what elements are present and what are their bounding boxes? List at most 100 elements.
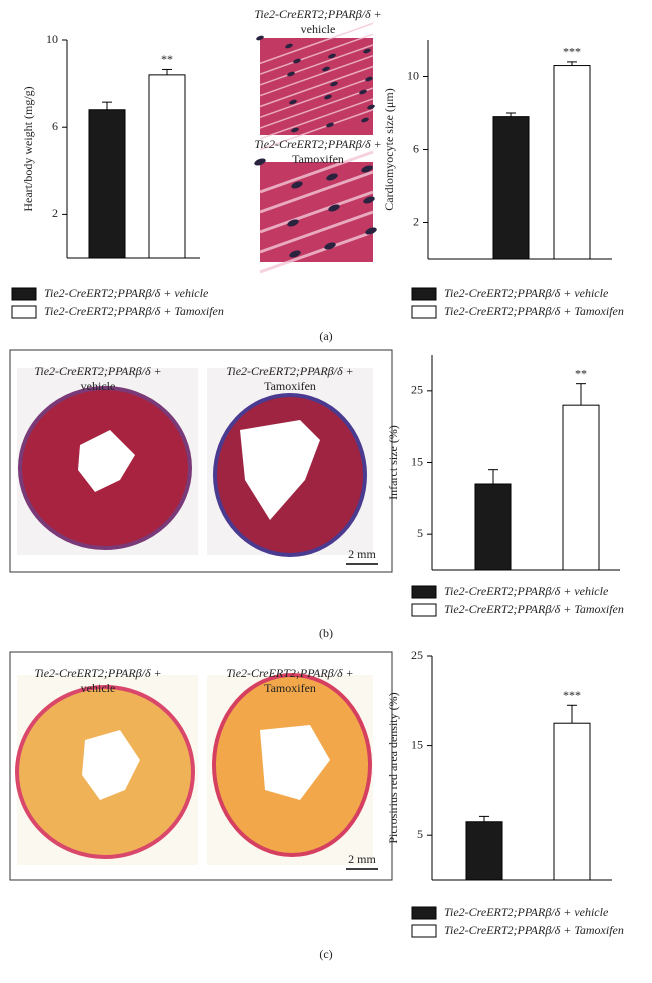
micrograph-nucleus <box>291 127 299 133</box>
bar <box>553 722 591 881</box>
micrograph-fiber <box>259 65 374 108</box>
heart-cavity <box>78 430 135 492</box>
significance: ** <box>161 52 173 66</box>
micrograph-nucleus <box>367 104 375 110</box>
y-axis-label: Infarct size (%) <box>386 425 400 500</box>
bar <box>492 116 530 260</box>
y-tick-label: 25 <box>411 383 423 397</box>
micrograph-fiber <box>259 22 374 65</box>
significance: ** <box>575 366 587 380</box>
image-caption: Tamoxifen <box>292 152 344 166</box>
y-axis-label: Heart/body weight (mg/g) <box>21 86 35 211</box>
legend-label: Tie2-CreERT2;PPARβ/δ + vehicle <box>44 286 209 300</box>
significance: *** <box>563 45 581 59</box>
micrograph-fiber <box>259 150 374 194</box>
micrograph-nucleus <box>256 35 264 41</box>
heart-cavity <box>260 725 330 800</box>
micrograph-nucleus <box>365 227 377 235</box>
panel-box <box>9 651 393 881</box>
micrograph-nucleus <box>326 122 334 128</box>
micrograph-fiber <box>259 87 374 129</box>
micrograph-nucleus <box>324 94 332 100</box>
micrograph-fiber <box>259 98 374 140</box>
image-caption: Tie2-CreERT2;PPARβ/δ + <box>226 666 353 680</box>
bar <box>562 404 600 571</box>
heart-cavity <box>240 420 320 520</box>
micrograph-nucleus <box>293 58 301 64</box>
legend-label: Tie2-CreERT2;PPARβ/δ + Tamoxifen <box>444 923 624 937</box>
micrograph-nucleus <box>254 158 266 166</box>
image-caption: Tamoxifen <box>264 379 316 393</box>
y-tick-label: 5 <box>417 827 423 841</box>
micrograph-nucleus <box>328 204 340 212</box>
micrograph-nucleus <box>363 196 375 204</box>
y-tick-label: 10 <box>407 68 419 82</box>
legend-label: Tie2-CreERT2;PPARβ/δ + vehicle <box>444 905 609 919</box>
micrograph-nucleus <box>324 242 336 250</box>
micrograph-nucleus <box>285 43 293 49</box>
y-axis-label: Cardiomyocyte size (μm) <box>382 88 396 210</box>
y-tick-label: 15 <box>411 454 423 468</box>
legend-label: Tie2-CreERT2;PPARβ/δ + vehicle <box>444 286 609 300</box>
scale-bar-label: 2 mm <box>348 547 376 561</box>
micrograph-fiber <box>259 190 374 234</box>
legend-label: Tie2-CreERT2;PPARβ/δ + Tamoxifen <box>44 304 224 318</box>
image-caption: Tie2-CreERT2;PPARβ/δ + <box>34 364 161 378</box>
image-caption: Tie2-CreERT2;PPARβ/δ + <box>226 364 353 378</box>
y-tick-label: 15 <box>411 737 423 751</box>
micrograph-fiber <box>259 108 374 151</box>
micrograph-nucleus <box>328 53 336 59</box>
legend-swatch <box>411 287 437 301</box>
legend-label: Tie2-CreERT2;PPARβ/δ + vehicle <box>444 584 609 598</box>
bar <box>474 483 512 571</box>
y-tick-label: 25 <box>411 648 423 662</box>
legend-swatch <box>411 305 437 319</box>
y-tick-label: 6 <box>413 141 419 155</box>
micrograph-fiber <box>259 210 374 254</box>
y-tick-label: 6 <box>52 119 58 133</box>
panel-box <box>9 349 393 573</box>
micrograph-nucleus <box>287 71 295 77</box>
image-caption: Tie2-CreERT2;PPARβ/δ + <box>254 7 381 21</box>
bar <box>88 109 126 259</box>
micrograph-fiber <box>259 230 374 274</box>
image-caption: vehicle <box>81 379 116 393</box>
heart-cavity <box>82 730 140 800</box>
image-caption: vehicle <box>81 681 116 695</box>
image-caption: Tie2-CreERT2;PPARβ/δ + <box>34 666 161 680</box>
legend-swatch <box>411 924 437 938</box>
bar <box>553 65 591 260</box>
micrograph-fiber <box>259 55 374 97</box>
micrograph-fiber <box>259 44 374 86</box>
panel-label: (c) <box>319 947 332 961</box>
panel-label: (a) <box>319 329 332 343</box>
micrograph-nucleus <box>363 48 371 54</box>
image-caption: Tamoxifen <box>264 681 316 695</box>
bar <box>465 821 503 881</box>
legend-label: Tie2-CreERT2;PPARβ/δ + Tamoxifen <box>444 304 624 318</box>
image-caption: vehicle <box>301 22 336 36</box>
y-tick-label: 2 <box>413 214 419 228</box>
micrograph-nucleus <box>359 89 367 95</box>
micrograph-fiber <box>259 170 374 214</box>
micrograph-nucleus <box>291 181 303 189</box>
micrograph-fiber <box>259 76 374 118</box>
bar <box>148 74 186 259</box>
y-tick-label: 2 <box>52 206 58 220</box>
micrograph-nucleus <box>322 66 330 72</box>
micrograph-fiber <box>259 33 374 75</box>
scale-bar-label: 2 mm <box>348 852 376 866</box>
y-tick-label: 5 <box>417 526 423 540</box>
micrograph-nucleus <box>330 81 338 87</box>
legend-swatch <box>11 287 37 301</box>
legend-swatch <box>411 906 437 920</box>
legend-label: Tie2-CreERT2;PPARβ/δ + Tamoxifen <box>444 602 624 616</box>
micrograph-nucleus <box>361 165 373 173</box>
y-tick-label: 10 <box>46 32 58 46</box>
micrograph-nucleus <box>289 99 297 105</box>
micrograph-nucleus <box>361 117 369 123</box>
legend-swatch <box>411 585 437 599</box>
micrograph-nucleus <box>289 250 301 258</box>
micrograph-nucleus <box>287 219 299 227</box>
